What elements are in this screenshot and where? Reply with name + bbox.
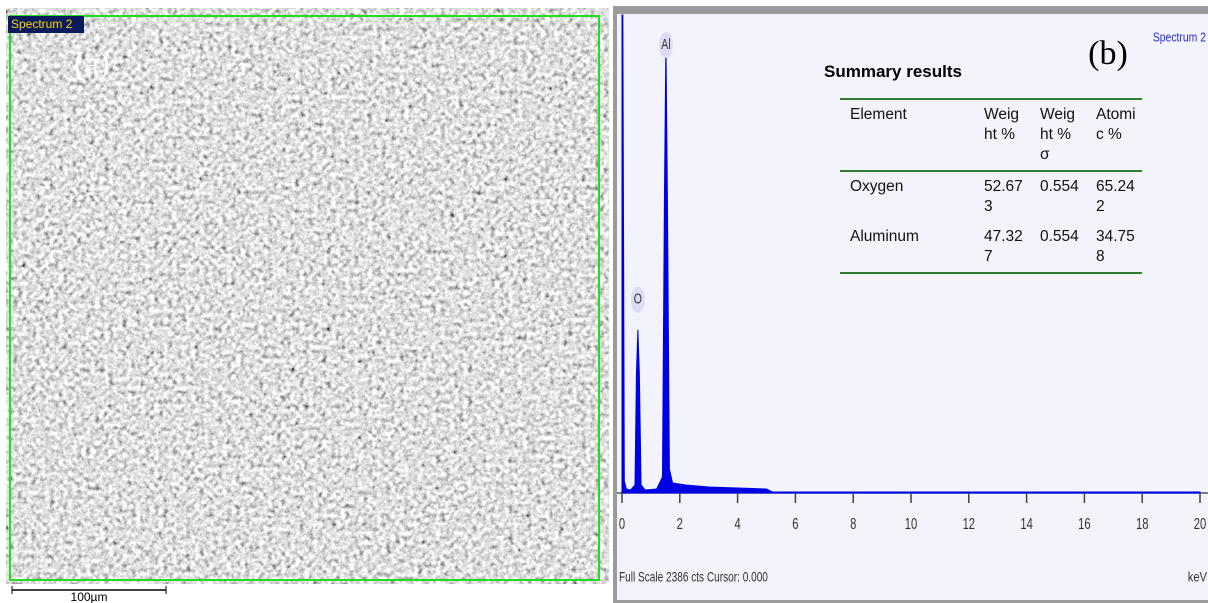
table-cell: 47.327 [974, 222, 1030, 273]
x-tick-label: 0 [619, 514, 625, 533]
peak-label: Al [661, 35, 670, 52]
table-cell: 65.242 [1086, 171, 1142, 222]
x-tick-label: 4 [734, 514, 740, 533]
table-cell: Oxygen [840, 171, 974, 222]
header-cell: Weight % [974, 99, 1030, 171]
spectrum-label: Spectrum 2 [1153, 30, 1206, 44]
footer: Full Scale 2386 cts Cursor: 0.000 [619, 569, 768, 585]
x-tick-label: 18 [1136, 514, 1149, 533]
table-cell: 52.673 [974, 171, 1030, 222]
x-tick-label: 2 [677, 514, 683, 533]
figure: Spectrum 2 (a) 100µm (b) Spectrum 2 Full… [0, 0, 1208, 603]
table-title: Summary results [824, 62, 1200, 82]
panel-label: (a) [74, 44, 110, 80]
x-tick-label: 20 [1194, 514, 1207, 533]
x-tick-label: 6 [792, 514, 798, 533]
x-tick-label: 16 [1078, 514, 1091, 533]
table-cell: Aluminum [840, 222, 974, 273]
table-cell: 0.554 [1030, 171, 1086, 222]
sem-tag: Spectrum 2 [11, 17, 73, 31]
scale-bar-label: 100µm [71, 590, 108, 603]
x-tick-label: 8 [850, 514, 856, 533]
sem-image [6, 8, 609, 584]
header-cell: Atomic % [1086, 99, 1142, 171]
x-tick-label: 10 [905, 514, 918, 533]
x-tick-label: 14 [1020, 514, 1033, 533]
header-cell: Element [840, 99, 974, 171]
x-tick-label: 12 [963, 514, 975, 533]
peak-label: O [634, 290, 642, 307]
table-cell: 34.758 [1086, 222, 1142, 273]
x-axis-label: keV [1188, 570, 1208, 585]
header-cell: Weight % σ [1030, 99, 1086, 171]
table-cell: 0.554 [1030, 222, 1086, 273]
